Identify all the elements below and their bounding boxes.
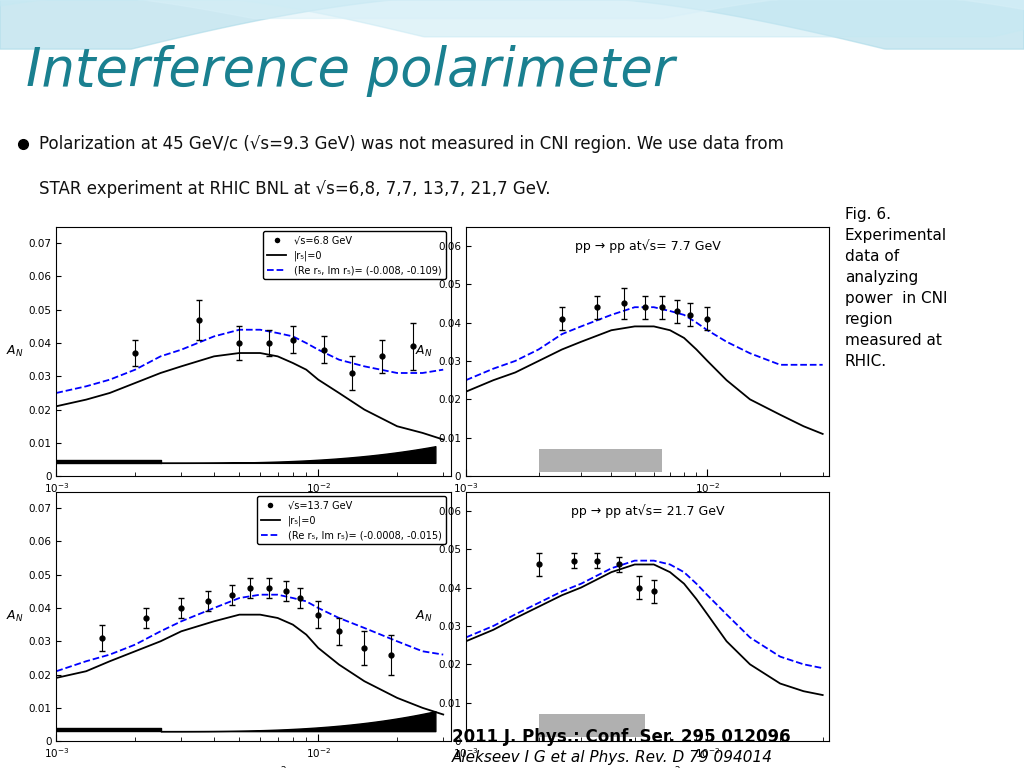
Y-axis label: $A_N$: $A_N$	[416, 609, 433, 624]
Text: pp → pp at√s= 21.7 GeV: pp → pp at√s= 21.7 GeV	[571, 504, 724, 518]
Bar	[539, 714, 645, 737]
X-axis label: -t (GeV/c)$^2$: -t (GeV/c)$^2$	[220, 766, 287, 768]
X-axis label: -t (GeV/c)$^2$: -t (GeV/c)$^2$	[220, 501, 287, 518]
Legend: √s=6.8 GeV, |r₅|=0, (Re r₅, Im r₅)= (-0.008, -0.109): √s=6.8 GeV, |r₅|=0, (Re r₅, Im r₅)= (-0.…	[263, 231, 445, 280]
Legend: √s=13.7 GeV, |r₅|=0, (Re r₅, Im r₅)= (-0.0008, -0.015): √s=13.7 GeV, |r₅|=0, (Re r₅, Im r₅)= (-0…	[257, 496, 445, 545]
Text: Polarization at 45 GeV/c (√s=9.3 GeV) was not measured in CNI region. We use dat: Polarization at 45 GeV/c (√s=9.3 GeV) wa…	[39, 135, 783, 153]
Text: Interference polarimeter: Interference polarimeter	[26, 45, 674, 98]
Text: STAR experiment at RHIC BNL at √s=6,8, 7,7, 13,7, 21,7 GeV.: STAR experiment at RHIC BNL at √s=6,8, 7…	[39, 180, 551, 198]
X-axis label: -t (GeV/c)$^2$: -t (GeV/c)$^2$	[614, 766, 681, 768]
Y-axis label: $A_N$: $A_N$	[416, 344, 433, 359]
Text: Fig. 6.
Experimental
data of
analyzing
power  in CNI
region
measured at
RHIC.: Fig. 6. Experimental data of analyzing p…	[845, 207, 947, 369]
Bar	[539, 449, 663, 472]
Y-axis label: $A_N$: $A_N$	[6, 609, 24, 624]
Text: pp → pp at√s= 7.7 GeV: pp → pp at√s= 7.7 GeV	[574, 239, 721, 253]
Text: Alekseev I G et al Phys. Rev. D 79 094014: Alekseev I G et al Phys. Rev. D 79 09401…	[452, 750, 772, 765]
Text: 2011 J. Phys.: Conf. Ser. 295 012096: 2011 J. Phys.: Conf. Ser. 295 012096	[452, 728, 791, 746]
Y-axis label: $A_N$: $A_N$	[6, 344, 24, 359]
